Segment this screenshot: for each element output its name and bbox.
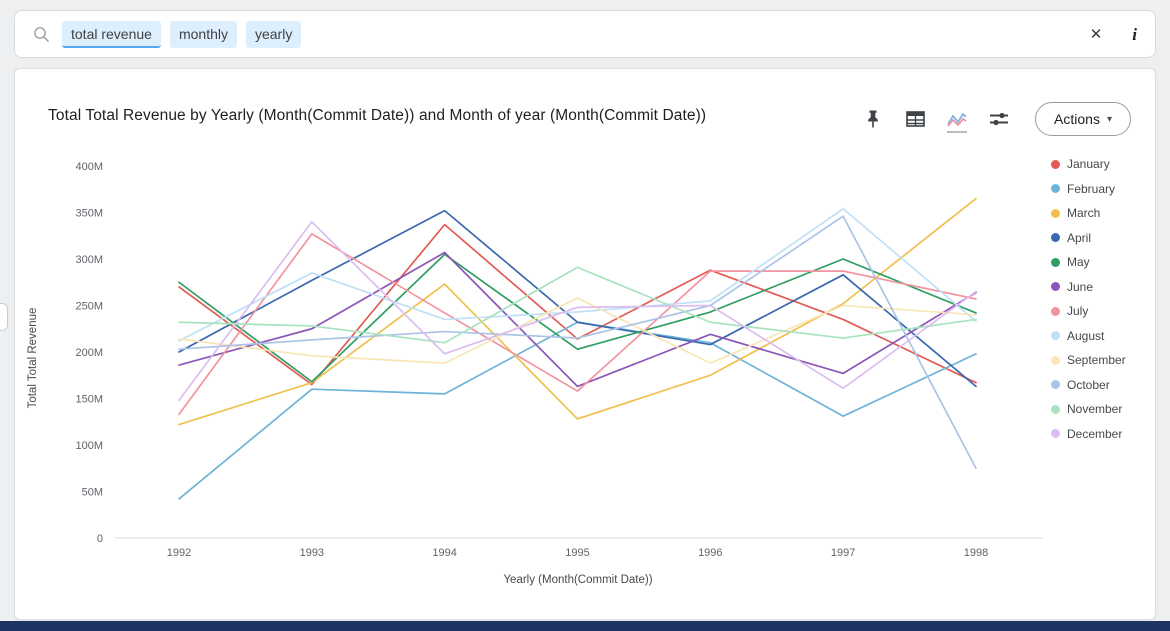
x-axis-title: Yearly (Month(Commit Date)) [503, 574, 653, 586]
search-token[interactable]: total revenue [62, 20, 161, 48]
legend-label: June [1067, 279, 1094, 294]
series-line-june[interactable] [178, 251, 977, 388]
legend-item-june[interactable]: June [1051, 280, 1126, 294]
y-tick-label: 350M [75, 208, 103, 220]
search-icon [34, 26, 49, 42]
x-tick-label: 1994 [432, 547, 456, 559]
legend-item-october[interactable]: October [1051, 378, 1126, 392]
legend-dot [1051, 208, 1060, 218]
legend-label: May [1067, 255, 1090, 269]
y-tick-label: 0 [97, 533, 103, 545]
x-tick-label: 1998 [964, 547, 988, 559]
answer-card: Total Total Revenue by Yearly (Month(Com… [14, 68, 1156, 620]
series-line-november[interactable] [178, 266, 977, 344]
legend-item-january[interactable]: January [1051, 157, 1126, 171]
legend-dot [1051, 159, 1060, 169]
legend-item-may[interactable]: May [1051, 255, 1126, 269]
y-tick-label: 150M [75, 394, 103, 406]
legend-dot [1051, 184, 1060, 193]
series-line-january[interactable] [178, 223, 977, 386]
search-bar[interactable]: total revenue monthly yearly ✕ i [14, 10, 1156, 58]
legend-label: December [1067, 426, 1123, 441]
series-line-september[interactable] [178, 297, 977, 365]
actions-button[interactable]: Actions ▾ [1035, 102, 1131, 136]
chart-view-button[interactable] [947, 108, 968, 133]
line-chart-icon [947, 112, 967, 127]
y-tick-label: 400M [75, 161, 103, 173]
legend-label: July [1067, 304, 1089, 318]
legend-label: April [1067, 230, 1092, 245]
legend-dot [1051, 257, 1060, 267]
legend-item-march[interactable]: March [1051, 206, 1126, 220]
x-tick-label: 1997 [831, 547, 855, 559]
legend-item-july[interactable]: July [1051, 304, 1126, 318]
legend-label: November [1067, 402, 1123, 416]
legend-label: October [1067, 377, 1110, 392]
y-tick-label: 50M [82, 487, 103, 499]
y-tick-label: 100M [75, 440, 103, 452]
chart-plot[interactable]: 400M 350M 300M 250M 200M 150M 100M 50M 0 1992 1993… [15, 69, 1157, 621]
legend-item-august[interactable]: August [1051, 329, 1126, 343]
legend-item-november[interactable]: November [1051, 402, 1126, 416]
series-line-august[interactable] [178, 207, 977, 342]
legend-label: March [1067, 206, 1101, 220]
series-line-july[interactable] [178, 233, 977, 416]
footer-bar [0, 621, 1170, 631]
x-tick-label: 1992 [167, 547, 191, 559]
legend-label: September [1067, 353, 1126, 367]
sliders-icon [990, 112, 1009, 126]
series-line-march[interactable] [178, 197, 977, 426]
chart-toolbar: Actions ▾ [863, 102, 1131, 136]
pin-icon [868, 110, 878, 128]
table-view-button[interactable] [905, 108, 925, 130]
legend-dot [1051, 355, 1060, 365]
legend-dot [1051, 404, 1060, 414]
chart-legend: January February March April May June July Augu… [1051, 157, 1126, 441]
chart-title: Total Total Revenue by Yearly (Month(Com… [48, 107, 707, 124]
chart-config-button[interactable] [989, 108, 1009, 130]
legend-label: January [1067, 157, 1110, 171]
legend-dot [1051, 282, 1060, 291]
legend-dot [1051, 233, 1060, 242]
legend-item-september[interactable]: September [1051, 353, 1126, 367]
y-axis-title: Total Total Revenue [27, 307, 39, 409]
series-line-october[interactable] [178, 215, 977, 470]
y-tick-label: 200M [75, 347, 103, 359]
y-tick-label: 300M [75, 254, 103, 266]
pin-button[interactable] [863, 108, 883, 130]
legend-item-december[interactable]: December [1051, 427, 1126, 441]
series-line-december[interactable] [178, 220, 977, 402]
search-token[interactable]: monthly [169, 20, 237, 48]
legend-dot [1051, 306, 1060, 316]
legend-item-april[interactable]: April [1051, 231, 1126, 245]
legend-dot [1051, 380, 1060, 389]
x-tick-label: 1995 [565, 547, 589, 559]
info-button[interactable]: i [1132, 24, 1137, 44]
legend-item-february[interactable]: February [1051, 182, 1126, 196]
caret-down-icon: ▾ [1106, 113, 1112, 125]
actions-button-label: Actions [1054, 111, 1100, 127]
y-tick-label: 250M [75, 301, 103, 313]
left-panel-handle[interactable] [0, 303, 8, 331]
search-token[interactable]: yearly [245, 20, 302, 48]
series-line-april[interactable] [178, 209, 977, 388]
table-icon [905, 111, 925, 127]
clear-search-button[interactable]: ✕ [1089, 25, 1103, 43]
search-token-list: total revenue monthly yearly [62, 20, 302, 48]
x-tick-label: 1996 [698, 547, 722, 559]
legend-dot [1051, 331, 1060, 340]
legend-label: August [1067, 328, 1105, 343]
legend-label: February [1067, 181, 1116, 196]
series-line-may[interactable] [178, 253, 977, 383]
legend-dot [1051, 429, 1060, 438]
x-tick-label: 1993 [300, 547, 324, 559]
